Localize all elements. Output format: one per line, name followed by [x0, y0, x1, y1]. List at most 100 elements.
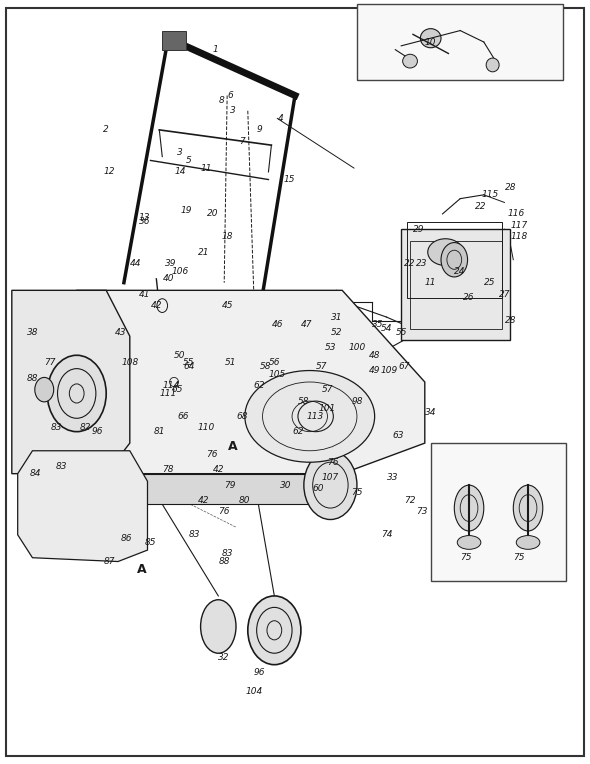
Text: 9: 9	[257, 125, 263, 134]
Text: 28: 28	[504, 183, 516, 192]
Text: 49: 49	[369, 366, 381, 375]
Text: 63: 63	[392, 431, 404, 440]
Text: 66: 66	[177, 412, 189, 421]
Text: 1: 1	[212, 45, 218, 54]
Text: 5: 5	[186, 156, 192, 165]
Text: ereplacementparts.com: ereplacementparts.com	[178, 358, 412, 376]
Text: 13: 13	[139, 213, 150, 222]
Text: 22: 22	[475, 202, 487, 211]
Ellipse shape	[304, 451, 357, 520]
Text: 55: 55	[183, 358, 195, 367]
Text: 41: 41	[139, 290, 150, 299]
Text: 108: 108	[121, 358, 139, 367]
Bar	[401, 229, 510, 340]
Ellipse shape	[420, 29, 441, 48]
Ellipse shape	[513, 485, 543, 531]
Text: 7: 7	[239, 137, 245, 146]
Bar	[407, 222, 502, 298]
Text: 10: 10	[425, 37, 437, 47]
Text: 106: 106	[171, 267, 189, 276]
Text: 81: 81	[153, 427, 165, 436]
Text: 33: 33	[386, 473, 398, 482]
Text: 47: 47	[301, 320, 313, 329]
Bar	[162, 31, 186, 50]
Text: 96: 96	[254, 668, 266, 677]
Text: 48: 48	[369, 351, 381, 360]
Text: 4: 4	[277, 114, 283, 123]
Polygon shape	[18, 451, 148, 562]
Text: 76: 76	[206, 450, 218, 459]
Text: 101: 101	[319, 404, 336, 413]
Text: 75: 75	[513, 553, 525, 562]
Text: 29: 29	[413, 225, 425, 234]
Text: A: A	[137, 562, 146, 576]
Ellipse shape	[457, 536, 481, 549]
Ellipse shape	[47, 355, 106, 432]
Text: 118: 118	[510, 232, 528, 241]
Text: 107: 107	[322, 473, 339, 482]
Text: 3: 3	[230, 106, 236, 115]
Ellipse shape	[486, 58, 499, 72]
Text: 35: 35	[372, 320, 384, 329]
Text: 62: 62	[292, 427, 304, 436]
Text: 14: 14	[174, 167, 186, 176]
Ellipse shape	[402, 54, 417, 68]
Text: 2: 2	[103, 125, 109, 134]
Text: 56: 56	[268, 358, 280, 367]
Text: 72: 72	[404, 496, 416, 505]
Text: 11: 11	[201, 163, 212, 173]
Text: 39: 39	[165, 259, 177, 268]
Text: 42: 42	[150, 301, 162, 310]
Text: 53: 53	[324, 343, 336, 352]
Text: 114: 114	[162, 381, 180, 390]
Ellipse shape	[454, 485, 484, 531]
Polygon shape	[12, 290, 130, 474]
Text: 23: 23	[416, 259, 428, 268]
Text: 75: 75	[460, 553, 472, 562]
Text: 75: 75	[351, 488, 363, 497]
Ellipse shape	[248, 596, 301, 665]
Text: 67: 67	[398, 362, 410, 371]
Text: 31: 31	[330, 312, 342, 322]
Text: 22: 22	[404, 259, 416, 268]
Text: 25: 25	[484, 278, 496, 287]
Text: 65: 65	[171, 385, 183, 394]
Text: 74: 74	[381, 530, 392, 539]
Text: 117: 117	[510, 221, 528, 230]
Text: 40: 40	[162, 274, 174, 283]
Text: 79: 79	[224, 481, 236, 490]
Text: 42: 42	[198, 496, 209, 505]
Text: 115: 115	[481, 190, 499, 199]
Ellipse shape	[201, 600, 236, 653]
Text: 58: 58	[260, 362, 271, 371]
Text: 19: 19	[180, 206, 192, 215]
Text: 104: 104	[245, 687, 263, 696]
Text: 52: 52	[330, 328, 342, 337]
Text: 86: 86	[121, 534, 133, 543]
Bar	[410, 241, 502, 329]
Text: 12: 12	[103, 167, 115, 176]
Ellipse shape	[245, 371, 375, 462]
Text: 87: 87	[103, 557, 115, 566]
Text: 76: 76	[327, 458, 339, 467]
Text: 6: 6	[227, 91, 233, 100]
Text: A: A	[228, 440, 238, 454]
Text: 77: 77	[44, 358, 56, 367]
Text: 34: 34	[425, 408, 437, 417]
Text: 85: 85	[145, 538, 156, 547]
Text: 32: 32	[218, 652, 230, 662]
Ellipse shape	[441, 243, 467, 277]
Text: 80: 80	[239, 496, 251, 505]
Text: 51: 51	[224, 358, 236, 367]
Text: 57: 57	[322, 385, 333, 394]
Polygon shape	[77, 474, 342, 504]
Text: 50: 50	[174, 351, 186, 360]
Text: 58: 58	[298, 397, 310, 406]
Text: 62: 62	[254, 381, 266, 390]
Text: 30: 30	[280, 481, 292, 490]
Text: 98: 98	[351, 397, 363, 406]
Bar	[431, 443, 566, 581]
Ellipse shape	[516, 536, 540, 549]
Text: 83: 83	[50, 423, 62, 432]
Text: 78: 78	[162, 465, 174, 474]
